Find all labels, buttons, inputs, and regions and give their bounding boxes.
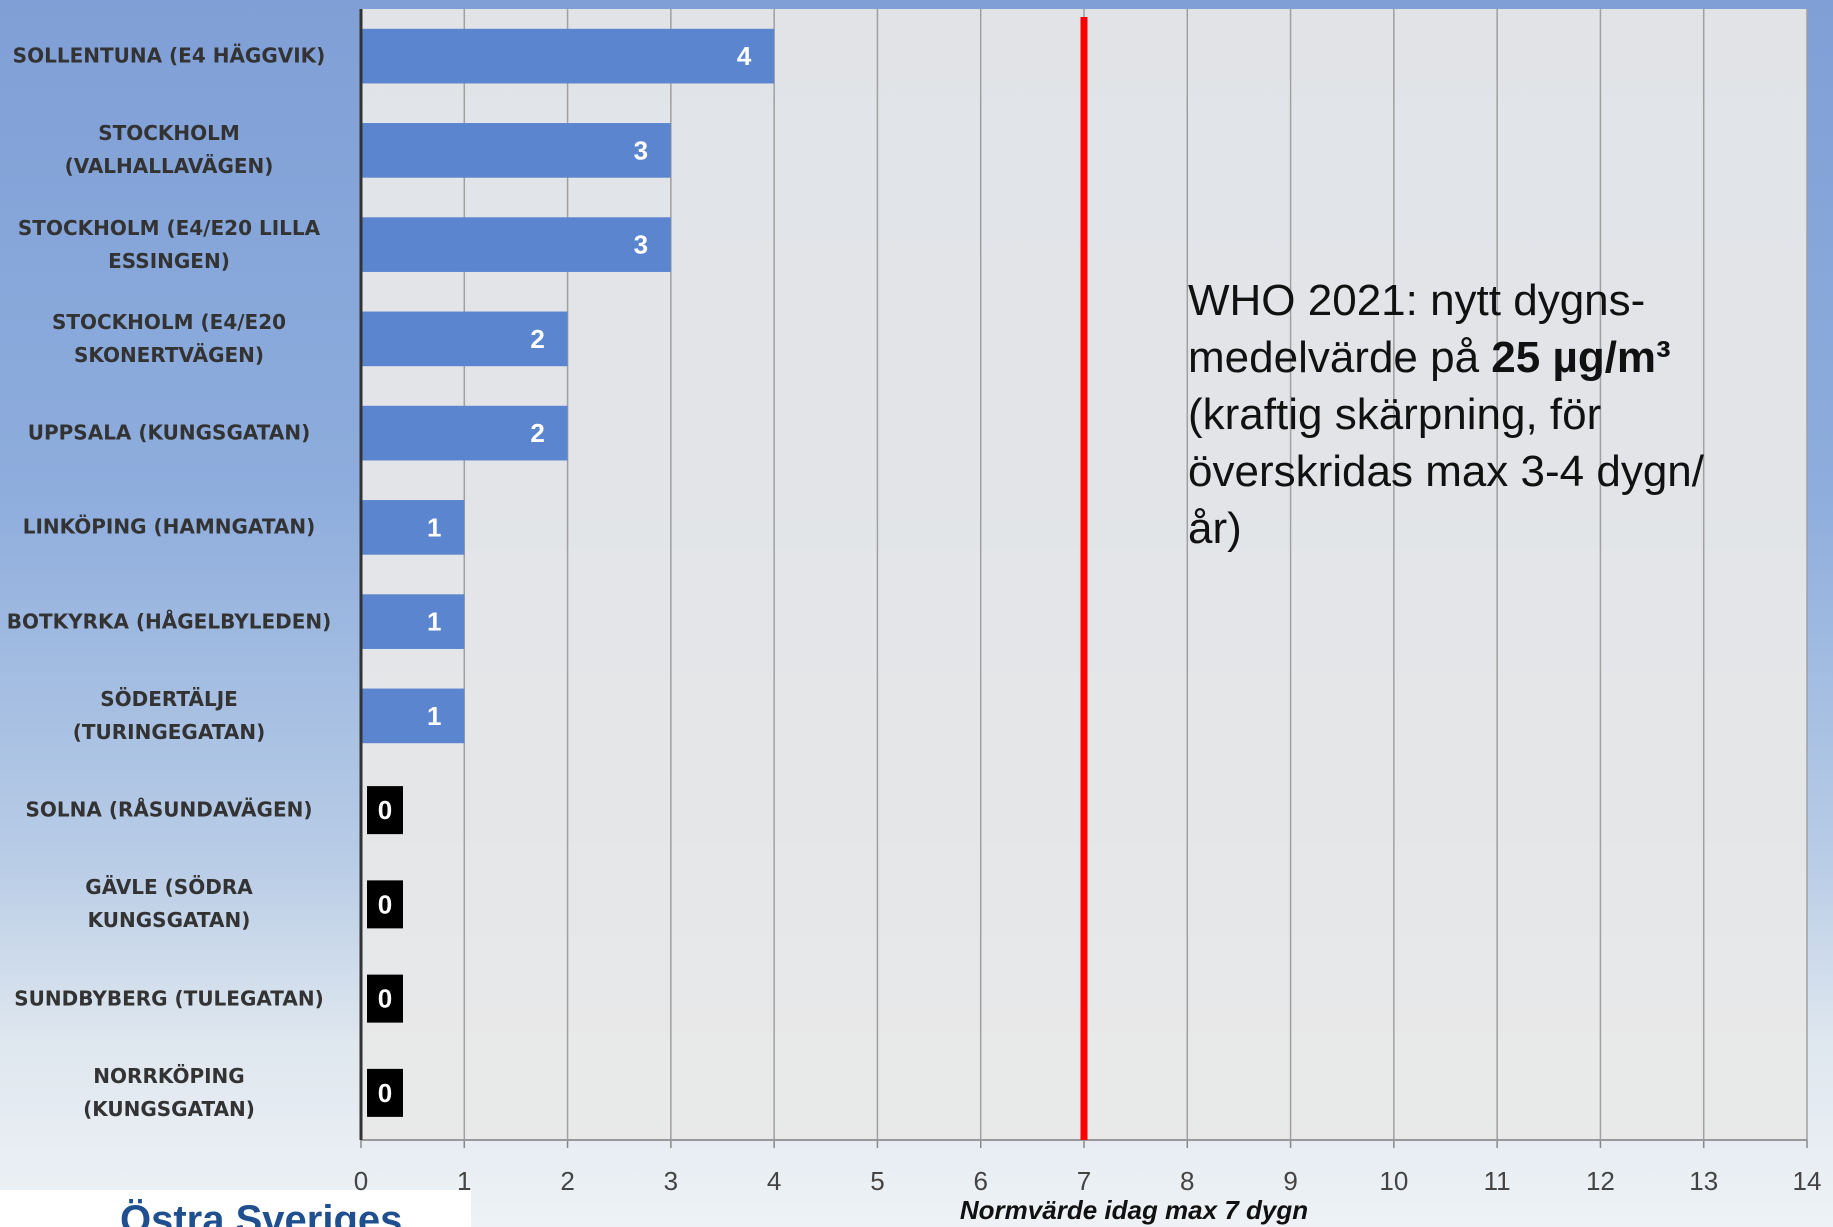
annotation-text: WHO 2021: nytt dygns-medelvärde på	[1188, 276, 1646, 382]
value-label: 2	[530, 418, 544, 448]
annotation-text: (kraftig skärpning, för överskridas max …	[1188, 390, 1704, 553]
y-tick-label: NORRKÖPING (KUNGSGATAN)	[83, 1063, 255, 1121]
value-label-box	[367, 880, 403, 929]
bar	[361, 688, 465, 744]
x-axis-title: Normvärde idag max 7 dygn	[959, 1195, 1309, 1225]
y-tick-label: STOCKHOLM (E4/E20 LILLA ESSINGEN)	[17, 215, 321, 273]
y-tick-label: STOCKHOLM (E4/E20 SKONERTVÄGEN)	[51, 309, 287, 367]
x-tick-label: 6	[973, 1166, 988, 1196]
x-tick-label: 9	[1283, 1166, 1298, 1196]
value-label: 0	[378, 1078, 392, 1108]
x-tick-label: 1	[457, 1166, 472, 1196]
bar	[361, 594, 465, 649]
x-tick-label: 13	[1689, 1166, 1719, 1196]
y-tick-label: BOTKYRKA (HÅGELBYLEDEN)	[6, 609, 332, 634]
value-label: 2	[530, 324, 544, 354]
value-label: 1	[427, 512, 441, 542]
x-tick-label: 3	[663, 1166, 679, 1196]
annotation: WHO 2021: nytt dygns-medelvärde på 25 µg…	[1188, 272, 1728, 557]
bar	[361, 405, 568, 461]
bar	[361, 500, 465, 555]
bar	[361, 123, 671, 178]
x-tick-label: 12	[1585, 1166, 1615, 1196]
y-tick-label: LINKÖPING (HAMNGATAN)	[22, 514, 316, 539]
bar	[361, 217, 671, 272]
value-label: 1	[427, 607, 441, 637]
value-label: 3	[634, 135, 648, 165]
x-tick-label: 4	[766, 1166, 782, 1196]
y-tick-label: SOLLENTUNA (E4 HÄGGVIK)	[12, 43, 326, 68]
x-tick-label: 14	[1792, 1166, 1822, 1196]
bar	[361, 311, 568, 367]
value-label-box	[367, 974, 403, 1023]
logo: Östra Sveriges	[0, 1190, 471, 1227]
y-tick-label: GÄVLE (SÖDRA KUNGSGATAN)	[85, 875, 253, 933]
x-tick-label: 7	[1076, 1166, 1092, 1196]
x-tick-label: 5	[870, 1166, 885, 1196]
y-tick-label: UPPSALA (KUNGSGATAN)	[27, 420, 311, 445]
value-label: 0	[378, 795, 392, 825]
value-label: 4	[737, 41, 752, 71]
x-tick-label: 10	[1379, 1166, 1409, 1196]
value-label: 3	[634, 230, 648, 260]
y-tick-label: STOCKHOLM (VALHALLAVÄGEN)	[64, 121, 274, 179]
x-tick-label: 2	[560, 1166, 575, 1196]
value-label: 0	[378, 984, 392, 1014]
x-tick-label: 8	[1180, 1166, 1195, 1196]
value-label-box	[367, 786, 403, 835]
y-tick-label: SUNDBYBERG (TULEGATAN)	[14, 986, 324, 1011]
value-label: 1	[427, 701, 441, 731]
value-label-box	[367, 1068, 403, 1117]
bar	[361, 28, 775, 84]
annotation-bold: 25 µg/m³	[1491, 333, 1671, 382]
y-tick-label: SOLNA (RÅSUNDAVÄGEN)	[25, 797, 313, 822]
x-tick-label: 0	[353, 1166, 369, 1196]
value-label: 0	[378, 889, 392, 919]
y-tick-label: SÖDERTÄLJE (TURINGEGATAN)	[72, 686, 266, 744]
x-tick-label: 11	[1483, 1166, 1511, 1196]
